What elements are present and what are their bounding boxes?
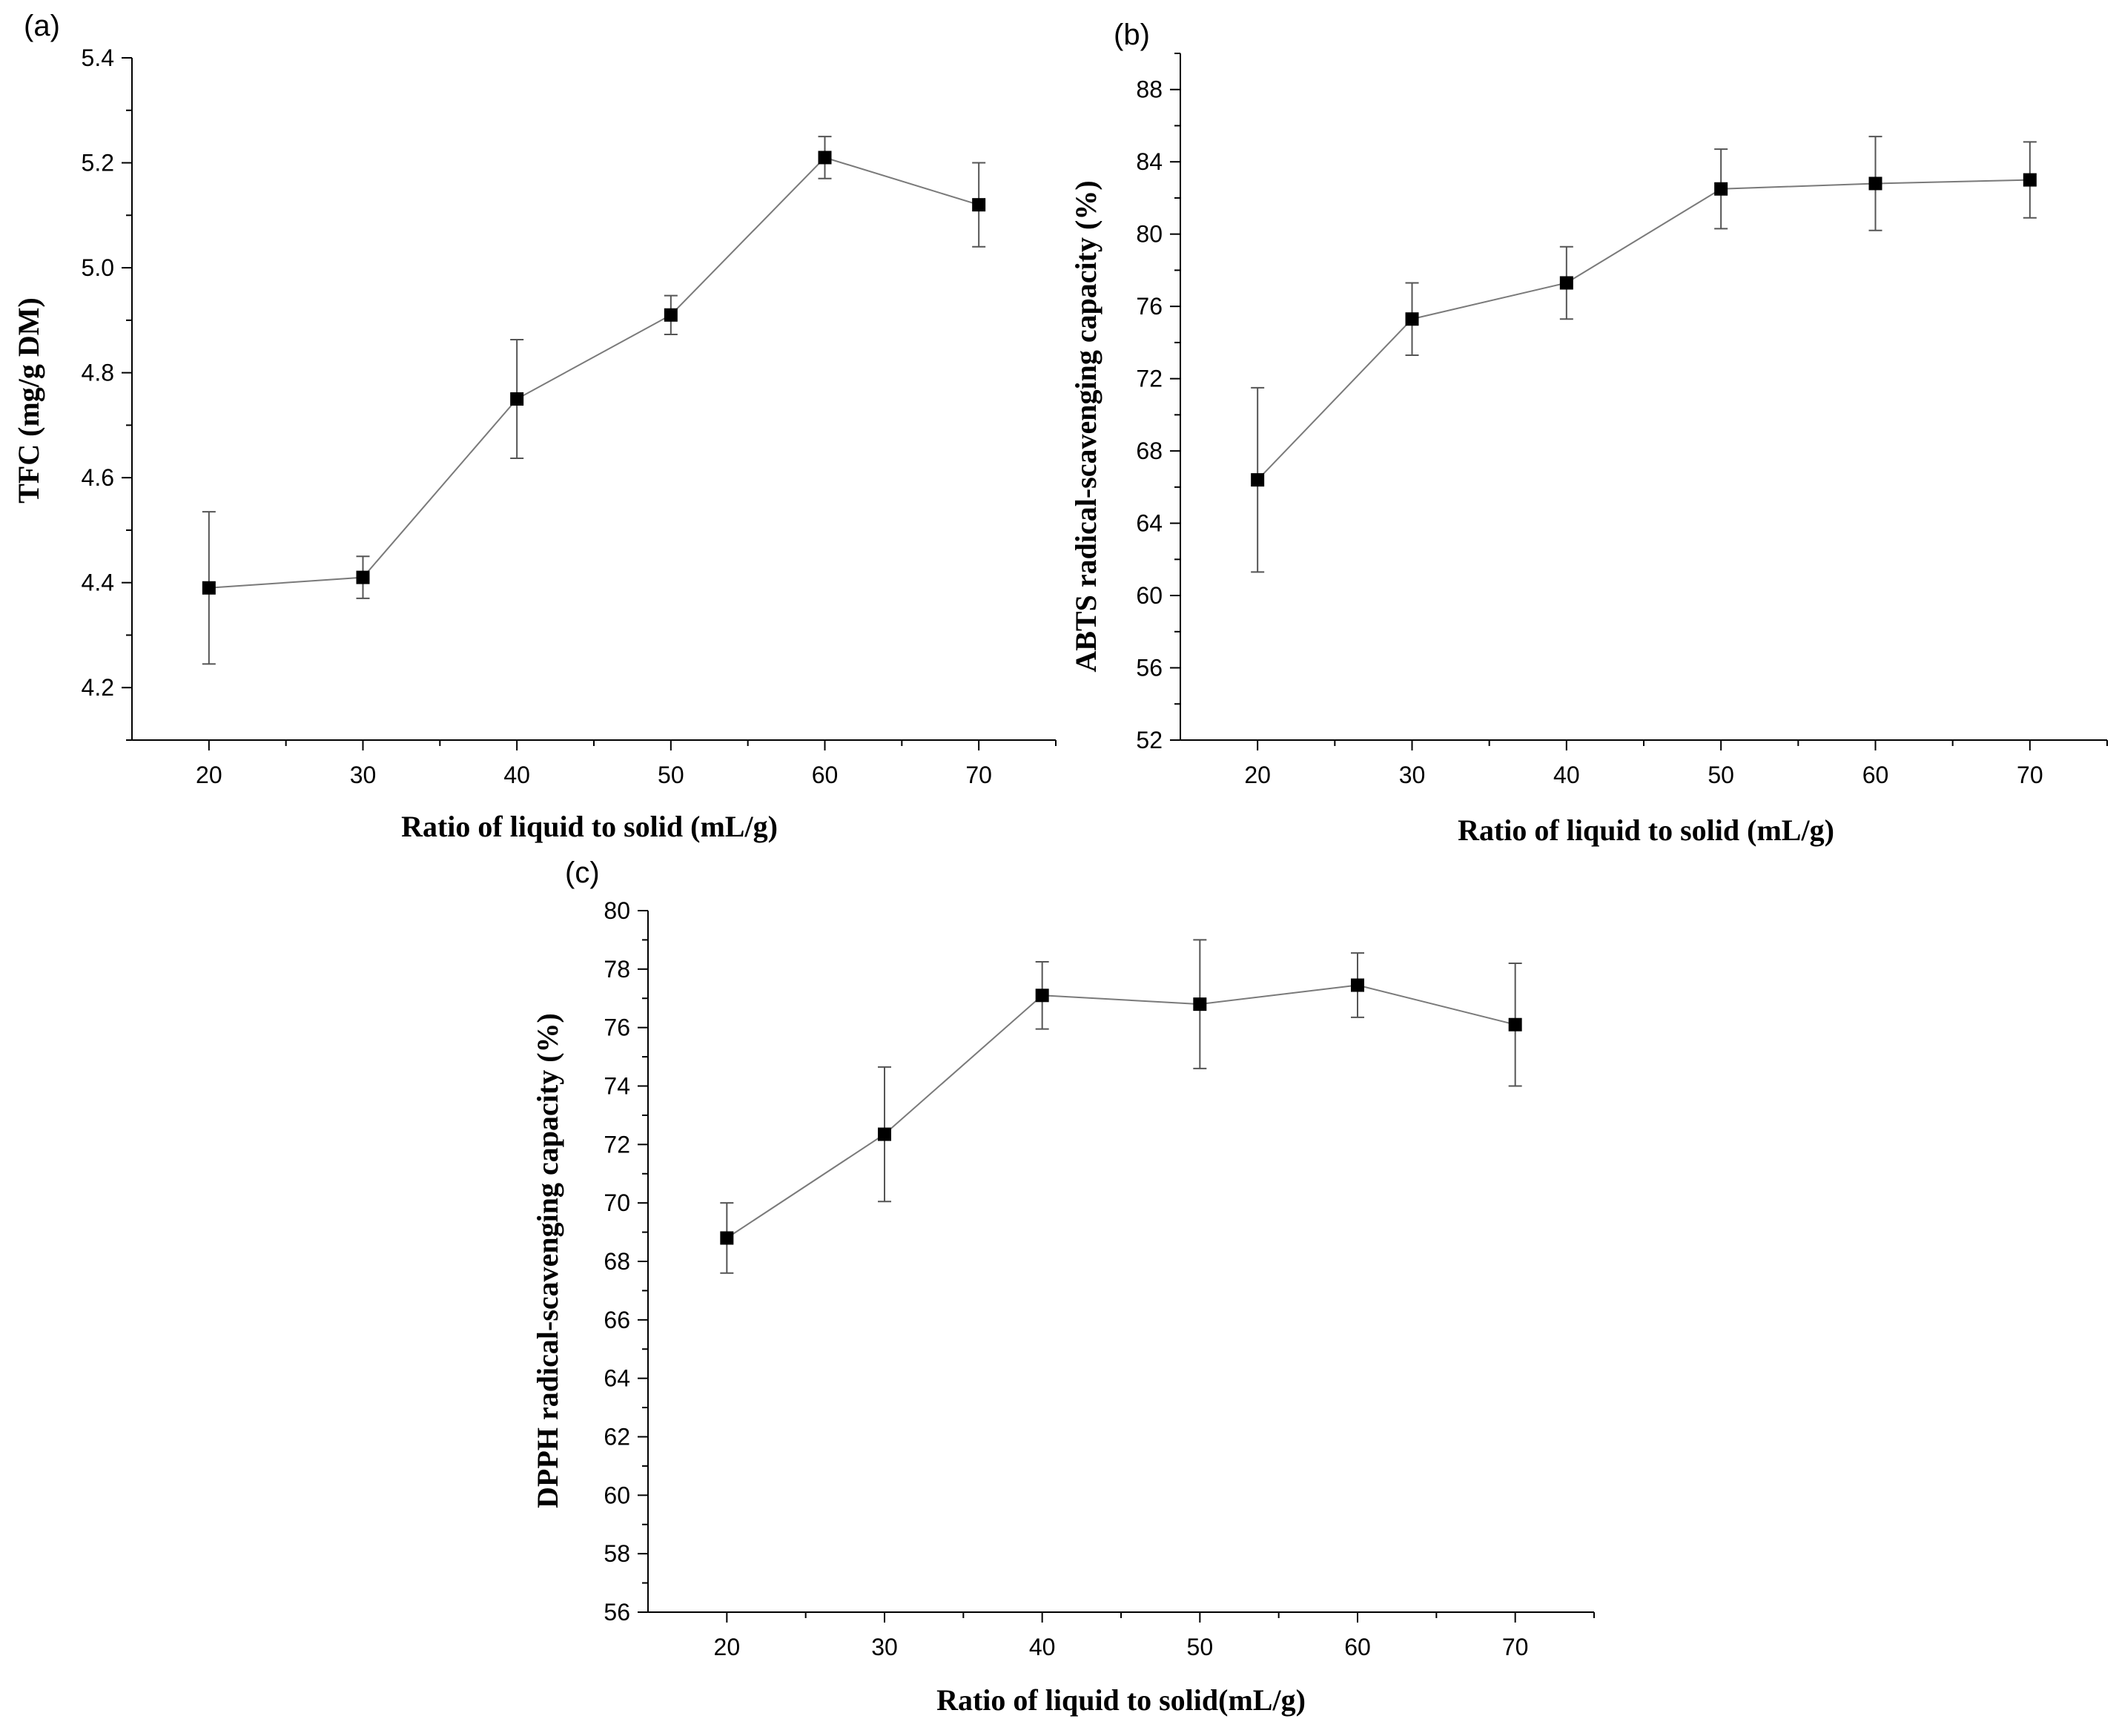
panel-c-x-axis-title: Ratio of liquid to solid(mL/g) — [936, 1683, 1306, 1717]
panel-a-x-tick-label: 40 — [503, 762, 530, 788]
panel-b-x-axis-title: Ratio of liquid to solid (mL/g) — [1458, 813, 1834, 847]
panel-b-series-line — [1257, 179, 2030, 481]
panel-a-y-tick-label: 5.4 — [82, 44, 114, 71]
panel-c-data-point — [1508, 1017, 1522, 1032]
panel-c-series-line — [726, 984, 1515, 1239]
panel-a-label: (a) — [24, 10, 60, 42]
panel-a-series — [202, 136, 986, 665]
panel-a-y-tick-label: 4.6 — [82, 464, 114, 491]
panel-b-y-axis-title: ABTS radical-scavenging capacity (%) — [1069, 180, 1103, 672]
panel-b-data-point — [2023, 173, 2037, 187]
panel-b-x-tick-label: 50 — [1708, 762, 1734, 788]
panel-a-y-tick-label: 4.2 — [82, 674, 114, 701]
panel-b-x-tick-label: 40 — [1553, 762, 1580, 788]
panel-c-x-tick-label: 40 — [1029, 1634, 1056, 1660]
panel-b-axes: 20 30 40 50 60 70 52 56 60 64 68 72 76 80 84 88 — [1136, 53, 2108, 788]
panel-b-y-tick-label: 76 — [1136, 293, 1163, 320]
panel-a-data-point — [510, 392, 524, 406]
panel-a-y-tick-label: 5.2 — [82, 150, 114, 176]
panel-c-x-tick-label: 60 — [1344, 1634, 1371, 1660]
panel-c-y-tick-label: 62 — [604, 1424, 630, 1450]
panel-c-y-tick-label: 66 — [604, 1307, 630, 1333]
panel-b-y-tick-label: 64 — [1136, 510, 1163, 537]
panel-c-y-tick-label: 56 — [604, 1599, 630, 1626]
panel-a-x-tick-label: 50 — [658, 762, 684, 788]
panel-b-x-tick-label: 60 — [1862, 762, 1889, 788]
panel-a-axes: 20 30 40 50 60 70 4.2 4.4 4.6 4.8 5.0 5.2 5.4 — [82, 44, 1057, 788]
panel-c-x-tick-label: 70 — [1502, 1634, 1529, 1660]
panel-c-y-tick-label: 58 — [604, 1540, 630, 1567]
panel-b-y-tick-label: 60 — [1136, 582, 1163, 609]
panel-b-y-tick-label: 72 — [1136, 366, 1163, 392]
panel-b-data-point — [1559, 276, 1573, 290]
panel-a-y-tick-label: 4.4 — [82, 570, 114, 596]
panel-c-data-point — [878, 1127, 891, 1141]
panel-a-x-tick-label: 30 — [350, 762, 377, 788]
panel-a-y-axis-title: TFC (mg/g DM) — [12, 297, 45, 504]
panel-c-data-point — [1351, 978, 1364, 992]
panel-a-data-point — [664, 308, 678, 322]
panel-b-x-tick-label: 20 — [1244, 762, 1271, 788]
panel-a-x-tick-label: 20 — [196, 762, 222, 788]
panel-c-y-tick-label: 68 — [604, 1248, 630, 1275]
panel-c-axes: 20 30 40 50 60 70 56 58 60 62 64 66 68 70 72 74 76 78 80 — [604, 897, 1595, 1660]
panel-a-data-point — [356, 570, 370, 584]
panel-b-data-point — [1868, 176, 1882, 191]
panel-b-series — [1251, 136, 2037, 573]
panel-c-data-point — [1035, 989, 1049, 1003]
panel-c-y-tick-label: 70 — [604, 1189, 630, 1216]
chart-panel-a: (a) 20 30 40 50 60 70 4.2 4.4 4.6 4.8 5.0 5.2 5.4 Ra… — [12, 10, 1057, 843]
panel-c-x-tick-label: 50 — [1187, 1634, 1214, 1660]
panel-a-x-tick-label: 70 — [965, 762, 992, 788]
panel-c-series — [720, 939, 1522, 1274]
panel-b-x-tick-label: 70 — [2017, 762, 2043, 788]
panel-a-x-tick-label: 60 — [812, 762, 839, 788]
panel-b-data-point — [1405, 312, 1419, 326]
panel-c-x-tick-label: 20 — [714, 1634, 741, 1660]
panel-b-y-tick-label: 56 — [1136, 655, 1163, 681]
panel-c-y-tick-label: 60 — [604, 1482, 630, 1508]
panel-a-data-point — [972, 198, 986, 212]
panel-c-x-tick-label: 30 — [871, 1634, 898, 1660]
panel-c-data-point — [1193, 997, 1207, 1011]
panel-c-y-tick-label: 78 — [604, 956, 630, 983]
chart-panel-b: (b) 20 30 40 50 60 70 52 56 60 64 68 72 76 80 84 88 Rat… — [1069, 19, 2108, 847]
panel-a-y-tick-label: 5.0 — [82, 254, 114, 281]
panel-c-y-tick-label: 72 — [604, 1131, 630, 1158]
panel-c-y-tick-label: 64 — [604, 1365, 630, 1392]
panel-a-series-line — [208, 156, 979, 589]
panel-a-data-point — [818, 151, 832, 165]
panel-c-data-point — [720, 1231, 734, 1245]
panel-c-y-axis-title: DPPH radical-scavenging capacity (%) — [531, 1013, 564, 1508]
panel-c-y-tick-label: 74 — [604, 1073, 630, 1100]
panel-c-y-tick-label: 76 — [604, 1014, 630, 1041]
panel-b-y-tick-label: 84 — [1136, 148, 1163, 175]
panel-b-y-tick-label: 88 — [1136, 76, 1163, 103]
panel-b-data-point — [1714, 182, 1728, 196]
chart-panel-c: (c) 20 30 40 50 60 70 56 58 60 62 64 66 68 70 72 74 76 78… — [531, 857, 1595, 1717]
panel-b-label: (b) — [1114, 19, 1150, 51]
panel-b-data-point — [1251, 473, 1265, 487]
panel-c-label: (c) — [565, 857, 600, 889]
panel-a-x-axis-title: Ratio of liquid to solid (mL/g) — [401, 810, 778, 843]
panel-b-x-tick-label: 30 — [1399, 762, 1426, 788]
panel-b-y-tick-label: 80 — [1136, 221, 1163, 248]
panel-b-y-tick-label: 68 — [1136, 438, 1163, 464]
panel-c-y-tick-label: 80 — [604, 897, 630, 924]
panel-b-y-tick-label: 52 — [1136, 727, 1163, 753]
panel-a-data-point — [202, 581, 216, 595]
panel-a-y-tick-label: 4.8 — [82, 360, 114, 386]
